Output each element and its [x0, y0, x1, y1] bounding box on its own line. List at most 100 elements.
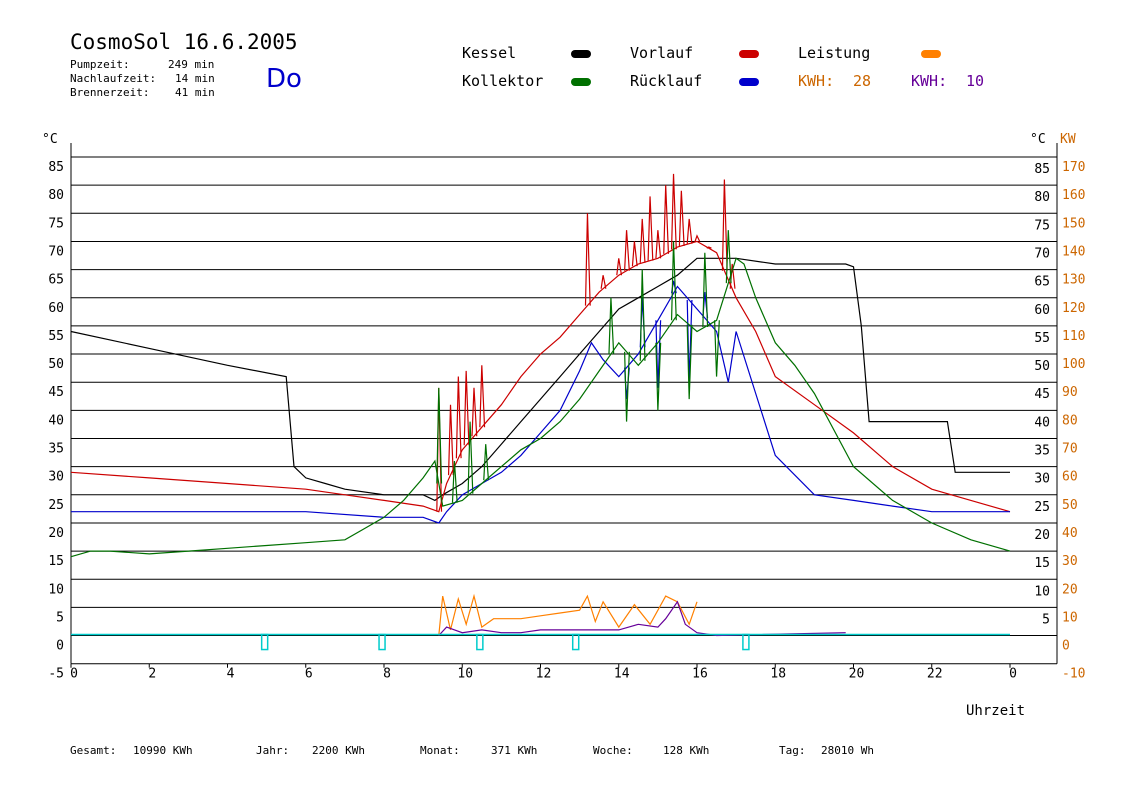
y-tick-right-kw: 130 [1062, 273, 1085, 288]
y-tick-right-c: 40 [1034, 415, 1050, 430]
y-axis-left-unit: °C [42, 132, 58, 147]
weekday-label: Do [266, 64, 302, 94]
y-tick-right-c: 70 [1034, 246, 1050, 261]
series-kollektor-spike [483, 444, 490, 481]
y-tick-left: 85 [48, 160, 64, 175]
y-tick-right-kw: 100 [1062, 357, 1085, 372]
x-tick: 22 [927, 667, 943, 682]
series-vorlauf-spike [447, 404, 454, 476]
series-vorlauf-spike [600, 275, 607, 289]
y-tick-right-kw: 150 [1062, 216, 1085, 231]
pump-marker [378, 633, 386, 651]
y-tick-right-c: 75 [1034, 218, 1050, 233]
x-tick: 2 [148, 667, 156, 682]
x-tick: 16 [692, 667, 708, 682]
x-tick: 20 [849, 667, 865, 682]
series-leistung [438, 593, 698, 636]
series-kollektor-spike [451, 460, 458, 503]
y-tick-right-kw: 20 [1062, 582, 1078, 597]
footer-monat-label: Monat: [420, 744, 460, 757]
y-tick-right-kw: 110 [1062, 329, 1085, 344]
pumpzeit-value: 249 min [168, 58, 215, 71]
y-tick-left: 75 [48, 216, 64, 231]
y-tick-left: 40 [48, 413, 64, 428]
y-tick-right-c: 45 [1034, 387, 1050, 402]
y-tick-right-kw: 160 [1062, 188, 1085, 203]
footer-woche-value: 128 KWh [663, 744, 710, 757]
series-vorlauf [70, 240, 1011, 513]
y-tick-right-c: 80 [1034, 190, 1050, 205]
y-tick-left: 10 [48, 582, 64, 597]
y-tick-left: 65 [48, 273, 64, 288]
y-tick-right-c: 60 [1034, 303, 1050, 318]
series-vorlauf-spike [631, 241, 638, 267]
y-tick-right-kw: 70 [1062, 442, 1078, 457]
y-tick-left: -5 [48, 667, 64, 682]
series-vorlauf-spike [584, 213, 591, 306]
y-tick-right-kw: 40 [1062, 526, 1078, 541]
brennerzeit-label: Brennerzeit: [70, 86, 150, 99]
y-axis-right-unit-kw: KW [1060, 132, 1076, 147]
series-kollektor-spike [467, 421, 474, 494]
y-tick-right-kw: 140 [1062, 244, 1085, 259]
series-kollektor-spike [639, 269, 646, 361]
y-tick-right-kw: 60 [1062, 470, 1078, 485]
legend-ruecklauf-label: Rücklauf [630, 72, 703, 90]
kwh2-value: 10 [966, 72, 985, 90]
y-tick-right-c: 35 [1034, 444, 1050, 459]
series-vorlauf-spike [721, 179, 728, 271]
x-tick: 10 [457, 667, 473, 682]
legend-kessel-label: Kessel [462, 44, 517, 62]
y-tick-right-c: 85 [1034, 162, 1050, 177]
y-tick-right-kw: 10 [1062, 610, 1078, 625]
y-tick-right-kw: 120 [1062, 301, 1085, 316]
legend-leistung-label: Leistung [798, 44, 871, 62]
y-tick-left: 55 [48, 329, 64, 344]
y-tick-left: 35 [48, 442, 64, 457]
y-tick-left: 5 [56, 610, 64, 625]
series-kollektor-spike [608, 297, 615, 355]
y-tick-left: 70 [48, 244, 64, 259]
series-vorlauf-spike [663, 185, 670, 254]
y-tick-right-c: 15 [1034, 556, 1050, 571]
y-tick-right-c: 65 [1034, 275, 1050, 290]
series-vorlauf-spike [616, 258, 623, 276]
legend-kollektor-swatch [571, 78, 591, 86]
y-tick-right-c: 5 [1042, 612, 1050, 627]
pump-marker [476, 633, 484, 651]
legend-ruecklauf-swatch [739, 78, 759, 86]
footer-jahr-value: 2200 KWh [312, 744, 365, 757]
chart-ticks: 8580757065605550454035302520151050-58580… [48, 160, 1085, 682]
series-r-cklauf-spike [655, 320, 662, 388]
series-kollektor-spike [702, 252, 709, 328]
chart-title: CosmoSol 16.6.2005 [70, 30, 298, 54]
y-tick-left: 50 [48, 357, 64, 372]
series-kessel [70, 257, 1010, 502]
nachlaufzeit-label: Nachlaufzeit: [70, 72, 157, 85]
series-vorlauf-spike [670, 173, 677, 250]
y-tick-left: 20 [48, 526, 64, 541]
y-tick-left: 45 [48, 385, 64, 400]
series-kollektor-spike [436, 387, 443, 484]
y-tick-left: 0 [56, 639, 64, 654]
chart-series [70, 173, 1011, 651]
x-tick: 18 [770, 667, 786, 682]
kwh1-label: KWH: [798, 72, 835, 90]
x-axis-label: Uhrzeit [966, 703, 1025, 719]
series-kollektor-spike [725, 230, 732, 284]
x-tick: 4 [227, 667, 235, 682]
y-axis-right-unit-c: °C [1030, 132, 1046, 147]
x-tick: 8 [383, 667, 391, 682]
pumpzeit-label: Pumpzeit: [70, 58, 130, 71]
pump-marker [571, 633, 580, 651]
footer-tag-label: Tag: [779, 744, 806, 757]
y-tick-right-kw: 170 [1062, 160, 1085, 175]
series-kollektor-spike [686, 324, 693, 400]
series-vorlauf-spike [706, 246, 712, 249]
series-leistung-2 [438, 600, 846, 637]
y-tick-right-kw: 80 [1062, 413, 1078, 428]
footer-gesamt-label: Gesamt: [70, 744, 117, 757]
x-tick: 12 [536, 667, 552, 682]
y-tick-right-c: 25 [1034, 500, 1050, 515]
